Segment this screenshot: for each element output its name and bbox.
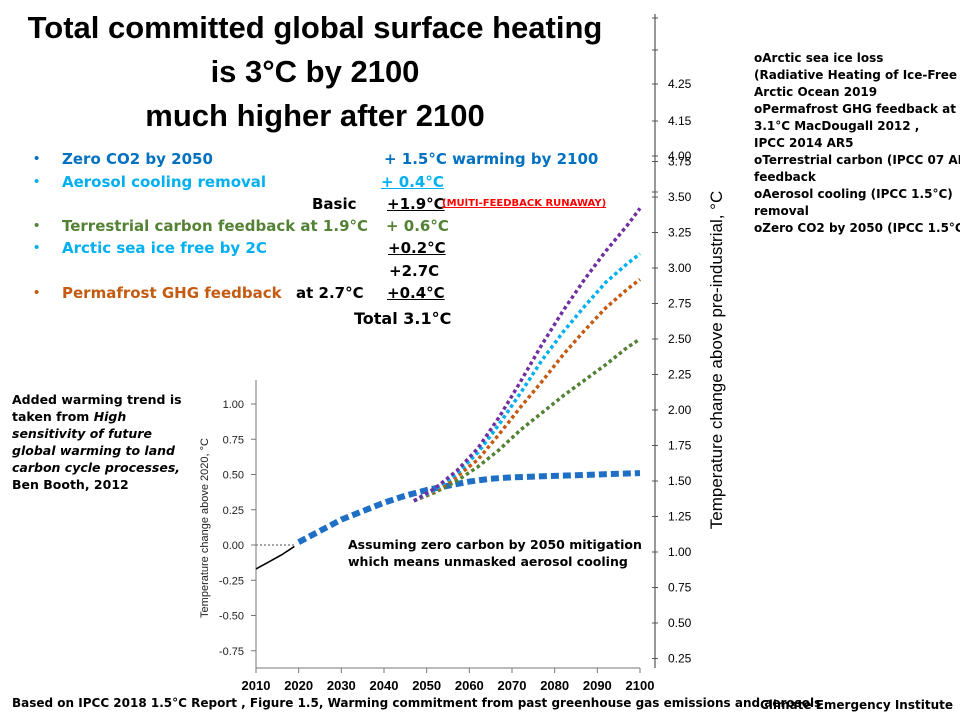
left-tick-label: -0.25 [219,575,244,587]
right-tick-label: 3.00 [668,261,692,275]
title-line-2: is 3°C by 2100 [210,54,420,89]
x-tick-label: 2080 [540,678,569,693]
left-tick-label: -0.75 [219,646,244,658]
reference-line: Arctic Ocean 2019 [754,85,878,99]
reference-line: oZero CO2 by 2050 (IPCC 1.5°C) [754,221,960,235]
right-y-axis: 0.25 0.50 0.75 1.00 1.25 1.50 1.75 2.00 2.25 2.50… [652,17,692,666]
terrestrial-carbon-line [413,337,641,503]
right-tick-label: 4.00 [668,149,692,163]
x-tick-label: 2100 [626,678,655,693]
annotation-line-2: which means unmasked aerosol cooling [348,554,628,569]
right-tick-label: 1.25 [668,510,692,524]
source-note-author: Ben Booth, 2012 [12,477,129,492]
reference-line: 3.1°C MacDougall 2012 , [754,119,920,133]
right-tick-label: 4.25 [668,77,692,91]
zero-co2-line [297,470,641,545]
series-layer [255,207,642,570]
bullet-dot-icon: • [34,284,40,301]
bullet-zero-co2-value: + 1.5°C warming by 2100 [384,150,599,168]
x-axis: 2010 2020 2030 2040 2050 2060 2070 2080 2090 2100 [242,668,655,693]
historical-line [255,545,295,570]
left-tick-label: 1.00 [223,399,244,411]
bullet-arctic-value: +0.2°C [388,239,446,257]
right-tick-label: 1.00 [668,545,692,559]
left-tick-label: 0.00 [223,540,244,552]
left-tick-label: 0.50 [223,470,244,482]
plot-frame [255,14,656,669]
reference-line: (Radiative Heating of Ice-Free [754,68,958,82]
reference-line: oAerosol cooling (IPCC 1.5°C) [754,187,953,201]
runaway-note: (MUlTI-FEEDBACK RUNAWAY) [442,198,607,209]
right-tick-label: 1.75 [668,439,692,453]
source-note-title: High sensitivity of future global warmin… [12,409,181,475]
bullet-permafrost-value: +0.4°C [387,284,445,302]
x-tick-label: 2020 [284,678,313,693]
x-tick-label: 2050 [412,678,441,693]
footer-credit: Climate Emergency Institute [760,698,953,712]
reference-line: oTerrestrial carbon (IPCC 07 AR4) [754,153,960,167]
right-tick-label: 0.50 [668,616,692,630]
source-note: Added warming trend is taken from High s… [12,391,192,493]
bullet-aerosol-value: + 0.4°C [381,173,444,191]
left-y-axis: 1.00 0.75 0.50 0.25 0.00 -0.25 -0.50 -0.75 [219,399,256,658]
x-tick-label: 2030 [327,678,356,693]
right-y-axis-label: Temperature change above pre-industrial,… [707,191,726,529]
bullet-aerosol-label: Aerosol cooling removal [62,173,267,191]
chart-annotation: Assuming zero carbon by 2050 mitigation … [348,536,642,570]
basic-label: Basic [312,195,357,213]
reference-line: IPCC 2014 AR5 [754,136,854,150]
bullet-arctic-label: Arctic sea ice free by 2C [62,239,267,257]
bullet-dot-icon: • [34,239,40,256]
bullet-dot-icon: • [34,150,40,167]
right-tick-label: 2.25 [668,368,692,382]
footer-source: Based on IPCC 2018 1.5°C Report , Figure… [12,696,822,710]
right-tick-label: 2.00 [668,403,692,417]
annotation-line-1: Assuming zero carbon by 2050 mitigation [348,537,642,552]
permafrost-line [413,277,642,503]
x-tick-label: 2060 [455,678,484,693]
bullet-dot-icon: • [34,217,40,234]
right-tick-label: 2.50 [668,332,692,346]
references-list: oArctic sea ice loss (Radiative Heating … [754,50,960,237]
right-tick-label: 3.75 [668,155,692,169]
x-tick-label: 2070 [498,678,527,693]
left-tick-label: 0.25 [223,505,244,517]
left-tick-label: -0.50 [219,611,244,623]
right-tick-label: 0.25 [668,652,692,666]
title-line-1: Total committed global surface heating [27,10,603,45]
title-line-3: much higher after 2100 [145,98,485,133]
multi-feedback-line [412,207,642,503]
total-value: Total 3.1°C [354,309,452,328]
bullet-dot-icon: • [34,173,40,190]
right-tick-label: 0.75 [668,581,692,595]
right-tick-label: 4.15 [668,114,692,128]
reference-line: oPermafrost GHG feedback at [754,102,956,116]
bullet-permafrost-at: at 2.7°C [296,284,364,302]
arctic-ice-line [413,252,642,503]
bullet-terrestrial-label: Terrestrial carbon feedback at 1.9°C [62,217,369,235]
basic-value: +1.9°C [387,195,445,213]
bullet-terrestrial-value: + 0.6°C [386,217,449,235]
left-y-axis-label: Temperature change above 2020, °C [199,438,211,618]
page-title: Total committed global surface heating i… [10,6,620,138]
reference-line: removal [754,204,809,218]
x-tick-label: 2010 [242,678,271,693]
x-tick-label: 2040 [370,678,399,693]
left-tick-label: 0.75 [223,434,244,446]
reference-line: feedback [754,170,816,184]
right-tick-label: 3.50 [668,190,692,204]
reference-line: oArctic sea ice loss [754,51,884,65]
right-tick-label: 2.75 [668,297,692,311]
x-tick-label: 2090 [583,678,612,693]
bullet-permafrost-label: Permafrost GHG feedback [62,284,282,302]
subtotal-value: +2.7C [389,262,440,280]
right-tick-label: 3.25 [668,226,692,240]
source-note-text: Added warming trend is taken from [12,392,182,424]
right-tick-label: 1.50 [668,474,692,488]
bullet-zero-co2-label: Zero CO2 by 2050 [62,150,213,168]
